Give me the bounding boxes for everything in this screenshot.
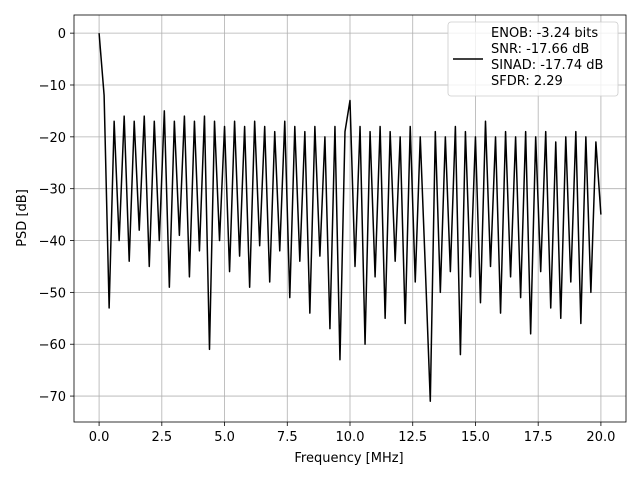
y-tick-label: −10 bbox=[39, 79, 66, 94]
y-tick-label: −70 bbox=[39, 390, 66, 405]
y-axis-label: PSD [dB] bbox=[15, 189, 30, 247]
x-tick-label: 12.5 bbox=[398, 430, 427, 445]
x-tick-label: 7.5 bbox=[277, 430, 298, 445]
legend-label: ENOB: -3.24 bits SNR: -17.66 dB SINAD: -… bbox=[491, 26, 604, 89]
y-tick-label: −30 bbox=[39, 183, 66, 198]
y-tick-label: −20 bbox=[39, 131, 66, 146]
y-tick-label: 0 bbox=[58, 27, 66, 42]
x-tick-label: 10.0 bbox=[336, 430, 365, 445]
plot-frame bbox=[73, 14, 627, 423]
y-tick-label: −50 bbox=[39, 286, 66, 301]
psd-line bbox=[98, 33, 602, 403]
x-tick-label: 5.0 bbox=[214, 430, 235, 445]
x-tick-label: 20.0 bbox=[586, 430, 615, 445]
legend-box bbox=[447, 21, 619, 97]
x-tick-label: 15.0 bbox=[461, 430, 490, 445]
y-tick-label: −40 bbox=[39, 235, 66, 250]
x-tick-label: 17.5 bbox=[524, 430, 553, 445]
x-axis-label: Frequency [MHz] bbox=[294, 451, 403, 466]
y-tick-label: −60 bbox=[39, 338, 66, 353]
x-tick-label: 2.5 bbox=[151, 430, 172, 445]
x-tick-label: 0.0 bbox=[89, 430, 110, 445]
